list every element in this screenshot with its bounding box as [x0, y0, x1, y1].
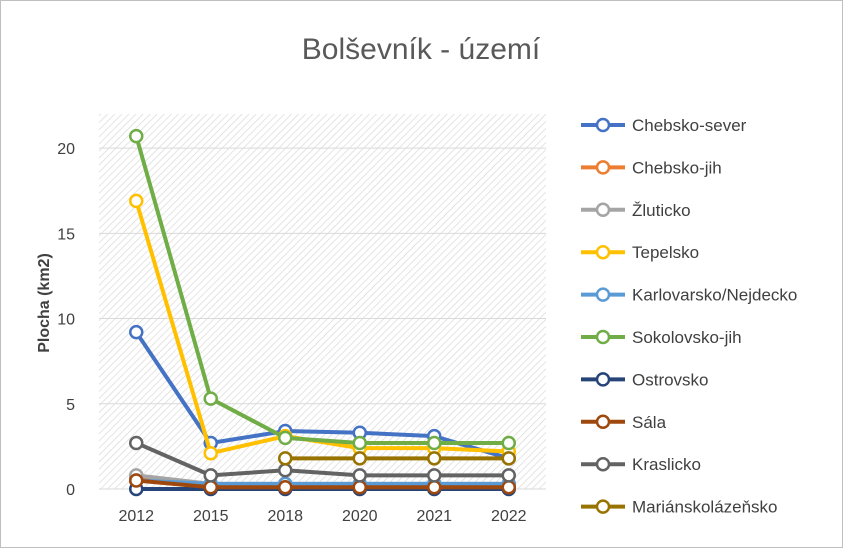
x-tick-label: 2012: [118, 508, 154, 525]
series-line: [136, 478, 509, 486]
x-tick-label: 2021: [416, 508, 452, 525]
legend-marker: [595, 160, 611, 175]
data-point: [501, 451, 516, 466]
legend-marker: [595, 372, 611, 387]
data-point: [203, 391, 218, 406]
legend-label: Ostrovsko: [632, 370, 709, 389]
legend-label: Sokolovsko-jih: [632, 328, 742, 347]
data-point: [129, 324, 144, 340]
legend-item: Sokolovsko-jih: [581, 328, 742, 347]
series-5: [129, 128, 516, 451]
y-tick-label: 10: [57, 312, 75, 329]
legend-marker: [595, 287, 611, 302]
legend-label: Žluticko: [632, 201, 691, 220]
legend-marker: [595, 117, 611, 133]
legend-label: Karlovarsko/Nejdecko: [632, 286, 797, 305]
legend-label: Chebsko-sever: [632, 116, 747, 135]
data-point: [501, 435, 516, 451]
legend-item: Chebsko-sever: [581, 116, 747, 135]
x-tick-label: 2018: [267, 508, 303, 525]
x-tick-label: 2015: [193, 508, 229, 525]
series-8: [129, 435, 516, 483]
legend-item: Tepelsko: [581, 243, 699, 262]
y-tick-label: 5: [66, 397, 75, 414]
data-point: [427, 435, 442, 451]
legend-label: Sála: [632, 413, 667, 432]
legend-item: Mariánskolázeňsko: [581, 498, 778, 517]
data-point: [278, 463, 293, 478]
legend-item: Ostrovsko: [581, 370, 709, 389]
data-point: [501, 468, 516, 483]
data-point: [129, 193, 144, 209]
y-axis-ticks: 0 5 10 15 20: [57, 141, 75, 499]
legend-marker: [595, 244, 611, 260]
gridlines: [99, 147, 546, 490]
legend-label: Tepelsko: [632, 243, 699, 262]
data-point: [352, 451, 367, 466]
y-tick-label: 0: [66, 482, 75, 499]
legend-item: Chebsko-jih: [581, 158, 722, 177]
legend-marker: [595, 456, 611, 472]
data-point: [352, 468, 367, 483]
y-tick-label: 15: [57, 226, 75, 243]
legend-label: Chebsko-jih: [632, 158, 722, 177]
x-tick-label: 2020: [342, 508, 378, 525]
data-point: [129, 473, 144, 488]
legend: Chebsko-sever Chebsko-jih Žluticko Tepelsko…: [581, 116, 797, 517]
plot-area: [99, 114, 546, 489]
data-point: [427, 468, 442, 483]
legend-marker: [595, 202, 611, 218]
data-point: [278, 480, 293, 495]
data-point: [501, 480, 516, 495]
data-point: [427, 480, 442, 495]
data-point: [129, 435, 144, 451]
series-9: [278, 451, 516, 466]
y-tick-label: 20: [57, 141, 75, 158]
legend-item: Žluticko: [581, 201, 691, 220]
legend-item: Karlovarsko/Nejdecko: [581, 286, 797, 305]
series-line: [134, 331, 510, 461]
legend-label: Mariánskolázeňsko: [632, 498, 778, 517]
series-line: [136, 478, 509, 490]
legend-marker: [595, 329, 611, 345]
legend-marker: [595, 414, 611, 430]
data-point: [352, 480, 367, 495]
series-layer: [129, 128, 516, 497]
legend-item: Sála: [581, 413, 667, 432]
data-point: [352, 435, 367, 451]
legend-label: Kraslicko: [632, 455, 701, 474]
x-tick-label: 2022: [491, 508, 527, 525]
legend-item: Kraslicko: [581, 455, 701, 474]
chart-title: Bolševník - území: [302, 33, 541, 66]
data-point: [203, 445, 218, 461]
y-axis-label: Plocha (km2): [36, 253, 53, 353]
data-point: [203, 468, 218, 483]
data-point: [278, 430, 293, 446]
legend-marker: [595, 499, 611, 514]
data-point: [427, 451, 442, 466]
series-line: [135, 441, 509, 478]
series-7: [129, 473, 516, 495]
data-point: [203, 480, 218, 495]
data-point: [278, 451, 293, 466]
data-point: [129, 128, 144, 144]
series-line: [134, 135, 509, 445]
x-axis-ticks: 2012 2015 2018 2020 2021 2022: [118, 508, 526, 525]
